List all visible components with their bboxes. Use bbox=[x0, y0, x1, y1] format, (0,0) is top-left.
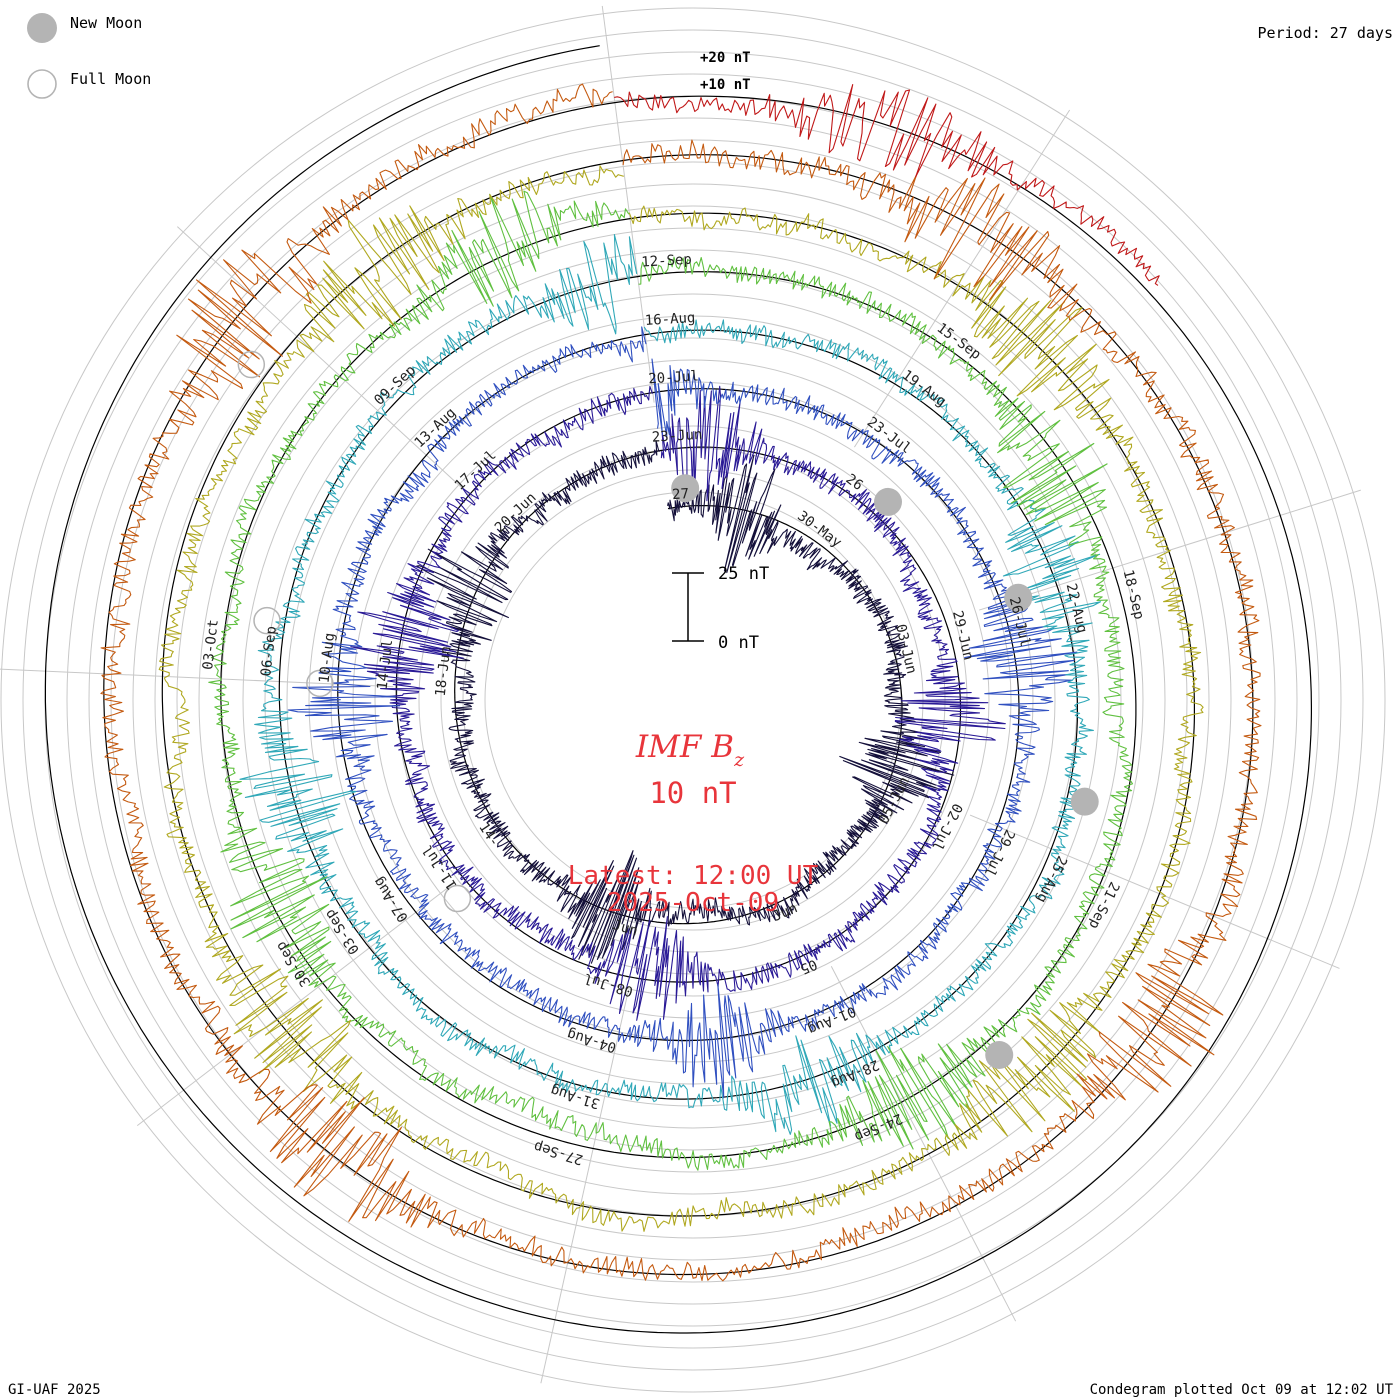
date-label: 14- bbox=[475, 820, 502, 850]
new-moon-legend-label: New Moon bbox=[70, 14, 142, 32]
day-spoke bbox=[136, 882, 456, 1127]
latest-date: 2025-Oct-09 bbox=[607, 888, 779, 918]
day-spoke bbox=[969, 814, 1340, 969]
day-spoke bbox=[601, 5, 655, 403]
grid-rings bbox=[0, 7, 1386, 1393]
bz-trace-rotation-7 bbox=[100, 83, 1262, 1282]
full-moon-legend-icon bbox=[27, 69, 57, 99]
date-label: 20-Jul bbox=[648, 368, 699, 387]
chart-title: IMF Bz bbox=[635, 729, 745, 771]
date-label: 03-Oct bbox=[200, 619, 222, 671]
period-label: Period: 27 days bbox=[1258, 24, 1393, 42]
chart-scale-text: 10 nT bbox=[649, 776, 736, 810]
date-label: 01-Aug bbox=[805, 1003, 858, 1038]
bz-series bbox=[100, 83, 1262, 1282]
zero-baseline bbox=[44, 45, 1312, 1334]
grid-ring bbox=[198, 205, 1188, 1195]
date-label: 14-Jul bbox=[375, 639, 397, 691]
grid-ring bbox=[418, 425, 968, 975]
full-moon-marker bbox=[443, 884, 472, 913]
date-label: 06-Sep bbox=[258, 625, 280, 677]
date-label: 23-Jun bbox=[651, 427, 702, 446]
latest-time: Latest: 12:00 UT bbox=[568, 861, 819, 891]
new-moon-marker bbox=[1070, 787, 1099, 816]
full-moon-legend-label: Full Moon bbox=[70, 70, 151, 88]
date-label: 10-Aug bbox=[316, 632, 338, 684]
scale-bar-bottom-label: 0 nT bbox=[718, 633, 759, 653]
bz-trace-rotation-3 bbox=[287, 326, 1078, 1099]
new-moon-marker bbox=[1004, 583, 1033, 612]
full-moon-marker bbox=[237, 350, 266, 379]
date-label: 29-Jun bbox=[949, 609, 976, 662]
grid-ring bbox=[132, 139, 1254, 1261]
grid-ring bbox=[22, 29, 1364, 1371]
grid-ring bbox=[154, 161, 1232, 1239]
zero-baseline-spiral bbox=[44, 45, 1312, 1334]
new-moon-marker bbox=[985, 1041, 1014, 1070]
bz-trace-rotation-2 bbox=[350, 385, 1006, 1021]
full-moon-marker bbox=[253, 606, 281, 635]
new-moon-marker bbox=[873, 487, 902, 516]
full-moon-marker bbox=[306, 669, 334, 698]
moon-markers bbox=[237, 350, 1099, 1070]
day-spokes bbox=[0, 5, 1361, 1384]
footer-credit: GI-UAF 2025 bbox=[8, 1382, 101, 1398]
date-label: Jun bbox=[611, 917, 640, 940]
scale-bar: 25 nT 0 nT bbox=[672, 564, 769, 653]
bz-trace-rotation-6 bbox=[158, 165, 1204, 1232]
date-label: 16-Aug bbox=[644, 310, 695, 329]
date-label: 28-Aug bbox=[829, 1056, 882, 1091]
scale-bar-top-label: 25 nT bbox=[718, 564, 769, 584]
ref-label-20nt: +20 nT bbox=[700, 50, 751, 66]
day-spoke bbox=[540, 992, 629, 1384]
ref-label-10nt: +10 nT bbox=[700, 77, 751, 93]
grid-ring bbox=[110, 117, 1276, 1283]
bz-trace-rotation-5 bbox=[208, 190, 1134, 1171]
footer-plotted: Condegram plotted Oct 09 at 12:02 UT bbox=[1090, 1382, 1394, 1398]
day-spoke bbox=[176, 226, 473, 498]
grid-ring bbox=[242, 249, 1144, 1151]
grid-ring bbox=[66, 73, 1320, 1327]
grid-ring bbox=[0, 7, 1386, 1393]
day-spoke bbox=[0, 668, 394, 688]
bz-trace-rotation-8 bbox=[614, 84, 1160, 286]
bz-trace-rotation-4 bbox=[239, 234, 1102, 1135]
date-label: 18-Sep bbox=[1120, 568, 1147, 621]
date-label: 05 bbox=[798, 956, 820, 977]
date-label: 08-Jul bbox=[582, 970, 635, 1000]
date-label: 18-Jun bbox=[433, 645, 455, 697]
date-label: 12-Sep bbox=[641, 252, 692, 271]
date-label: 27 bbox=[672, 486, 690, 503]
grid-ring bbox=[88, 95, 1298, 1305]
new-moon-legend-icon bbox=[27, 13, 57, 43]
date-label: 27-Sep bbox=[532, 1138, 585, 1168]
new-moon-marker bbox=[671, 474, 700, 503]
day-spoke bbox=[830, 965, 1017, 1322]
bz-trace-rotation-1 bbox=[416, 439, 955, 964]
grid-ring bbox=[484, 491, 902, 909]
